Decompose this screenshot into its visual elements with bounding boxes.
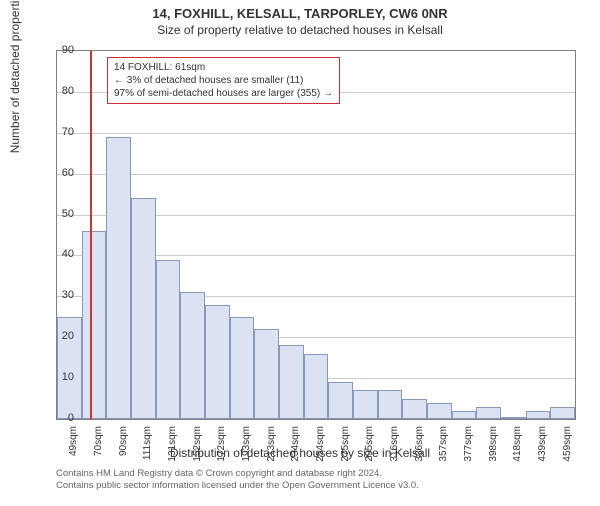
histogram-bar — [402, 399, 427, 419]
property-marker-line — [90, 51, 92, 419]
annotation-box: 14 FOXHILL: 61sqm← 3% of detached houses… — [107, 57, 340, 104]
x-tick-label: 152sqm — [192, 426, 203, 466]
x-tick-label: 131sqm — [167, 426, 178, 466]
histogram-bar — [353, 390, 378, 419]
histogram-bar — [82, 231, 107, 419]
x-tick-label: 275sqm — [340, 426, 351, 466]
x-tick-label: 316sqm — [389, 426, 400, 466]
histogram-bar — [378, 390, 403, 419]
x-tick-label: 357sqm — [438, 426, 449, 466]
histogram-bar — [279, 345, 304, 419]
histogram-bar — [501, 417, 526, 419]
histogram-bar — [254, 329, 279, 419]
y-axis-label: Number of detached properties — [8, 0, 22, 153]
x-tick-label: 213sqm — [266, 426, 277, 466]
chart-title-main: 14, FOXHILL, KELSALL, TARPORLEY, CW6 0NR — [0, 6, 600, 21]
histogram-bar — [328, 382, 353, 419]
histogram-bar — [476, 407, 501, 419]
histogram-bar — [230, 317, 255, 419]
x-tick-label: 172sqm — [216, 426, 227, 466]
histogram-bar — [156, 260, 181, 419]
x-tick-label: 49sqm — [68, 426, 79, 466]
y-tick-label: 50 — [50, 208, 74, 220]
histogram-bar — [131, 198, 156, 419]
histogram-bar — [427, 403, 452, 419]
x-tick-label: 398sqm — [488, 426, 499, 466]
x-tick-label: 90sqm — [118, 426, 129, 466]
annotation-line1: 14 FOXHILL: 61sqm — [114, 61, 333, 74]
x-tick-label: 439sqm — [537, 426, 548, 466]
footer-attribution: Contains HM Land Registry data © Crown c… — [56, 468, 419, 493]
histogram-bar — [550, 407, 575, 419]
annotation-line2: ← 3% of detached houses are smaller (11) — [114, 74, 333, 87]
footer-line2: Contains public sector information licen… — [56, 480, 419, 492]
chart-title-sub: Size of property relative to detached ho… — [0, 23, 600, 37]
histogram-bar — [180, 292, 205, 419]
x-tick-label: 254sqm — [315, 426, 326, 466]
chart-plot-area: 14 FOXHILL: 61sqm← 3% of detached houses… — [56, 50, 576, 420]
footer-line1: Contains HM Land Registry data © Crown c… — [56, 468, 419, 480]
x-tick-label: 111sqm — [142, 426, 153, 466]
histogram-bar — [452, 411, 477, 419]
x-tick-label: 336sqm — [414, 426, 425, 466]
x-tick-label: 234sqm — [290, 426, 301, 466]
y-tick-label: 40 — [50, 248, 74, 260]
histogram-bar — [304, 354, 329, 419]
y-tick-label: 30 — [50, 289, 74, 301]
x-tick-label: 377sqm — [463, 426, 474, 466]
y-tick-label: 90 — [50, 44, 74, 56]
y-tick-label: 0 — [50, 412, 74, 424]
histogram-bar — [205, 305, 230, 419]
y-tick-label: 20 — [50, 330, 74, 342]
y-tick-label: 80 — [50, 85, 74, 97]
x-tick-label: 459sqm — [562, 426, 573, 466]
x-tick-label: 70sqm — [93, 426, 104, 466]
y-tick-label: 70 — [50, 126, 74, 138]
gridline — [57, 133, 575, 134]
y-tick-label: 10 — [50, 371, 74, 383]
histogram-bar — [526, 411, 551, 419]
gridline — [57, 174, 575, 175]
annotation-line3: 97% of semi-detached houses are larger (… — [114, 87, 333, 100]
y-tick-label: 60 — [50, 167, 74, 179]
x-tick-label: 295sqm — [364, 426, 375, 466]
x-tick-label: 193sqm — [241, 426, 252, 466]
histogram-bar — [106, 137, 131, 419]
x-tick-label: 418sqm — [512, 426, 523, 466]
